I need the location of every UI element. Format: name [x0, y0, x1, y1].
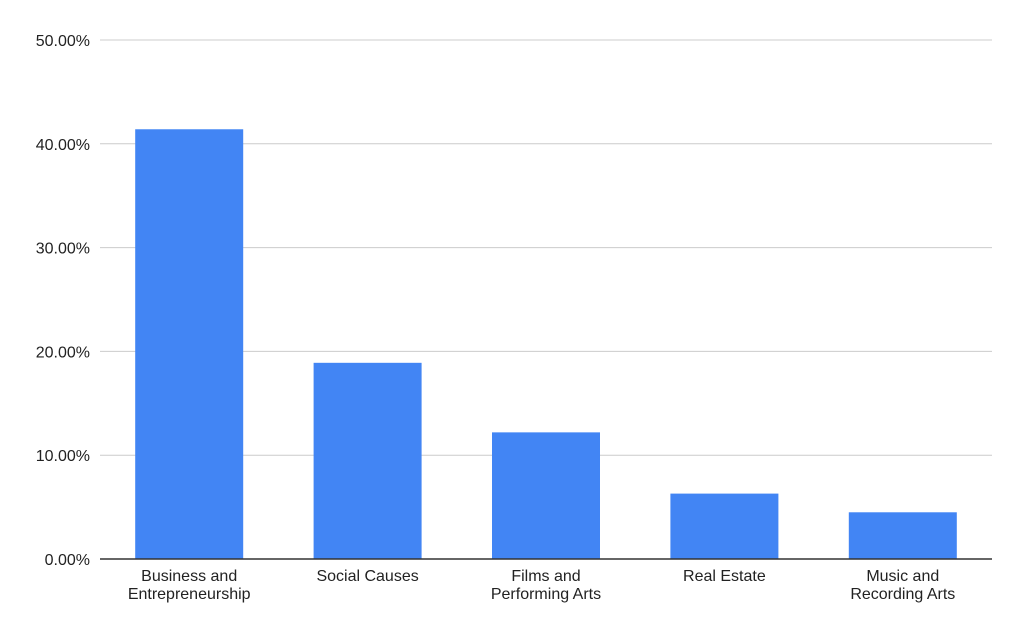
y-tick-labels: 0.00% 10.00% 20.00% 30.00% 40.00% 50.00% [36, 33, 90, 569]
x-category-label: Films and Performing Arts [491, 568, 601, 603]
x-category-labels: Business and Entrepreneurship Social Cause… [128, 568, 955, 603]
x-category-label: Music and Recording Arts [850, 568, 955, 603]
bars [135, 129, 957, 559]
gridlines [100, 39, 992, 456]
bar [492, 432, 600, 559]
x-category-label-line: Performing Arts [491, 586, 601, 603]
x-category-label-line: Social Causes [316, 568, 418, 585]
x-category-label: Social Causes [316, 568, 418, 585]
x-category-label-line: Recording Arts [850, 586, 955, 603]
x-category-label-line: Real Estate [683, 568, 766, 585]
y-tick-label: 20.00% [36, 344, 90, 361]
bar [670, 493, 779, 559]
x-category-label-line: Business and [141, 568, 237, 585]
y-tick-label: 40.00% [36, 137, 90, 154]
x-category-label: Real Estate [683, 568, 766, 585]
x-category-label-line: Films and [511, 568, 580, 585]
x-category-label-line: Entrepreneurship [128, 586, 251, 603]
bar [313, 362, 422, 559]
y-tick-label: 30.00% [36, 241, 90, 258]
x-category-label-line: Music and [866, 568, 939, 585]
y-tick-label: 50.00% [36, 33, 90, 50]
y-tick-label: 10.00% [36, 448, 90, 465]
x-category-label: Business and Entrepreneurship [128, 568, 251, 603]
bar [848, 512, 957, 559]
bar [135, 129, 244, 559]
y-tick-label: 0.00% [45, 552, 90, 569]
